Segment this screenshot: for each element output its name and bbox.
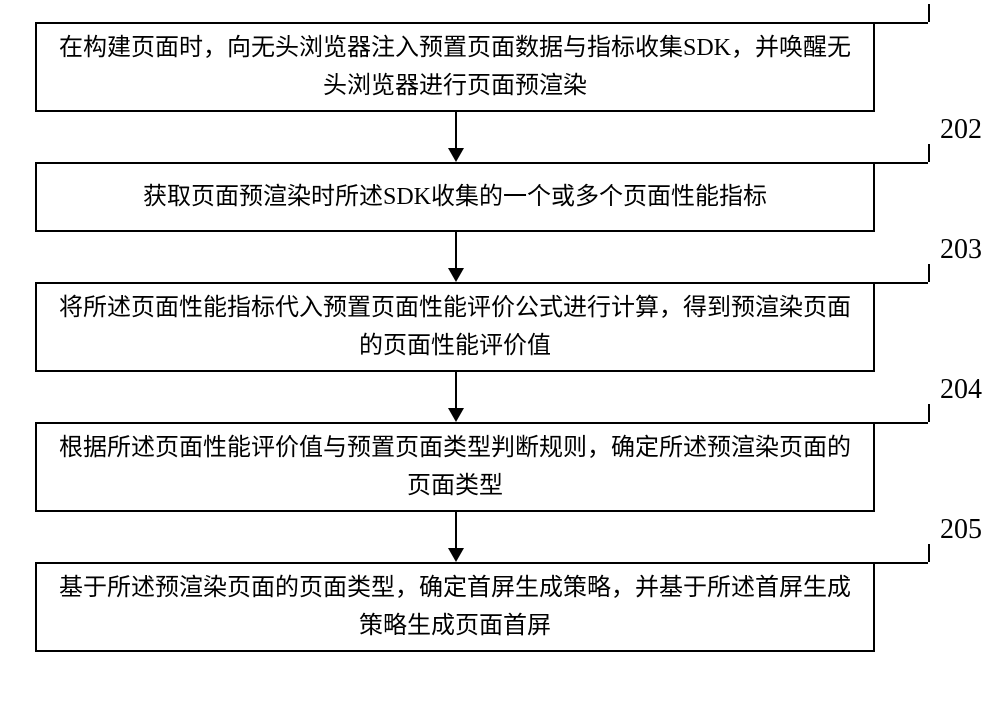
callout-v-201 [928,4,930,22]
step-text-201: 在构建页面时，向无头浏览器注入预置页面数据与指标收集SDK，并唤醒无头浏览器进行… [57,29,853,106]
arrow-head-202-203 [448,268,464,282]
callout-h-204 [875,422,928,424]
callout-v-202 [928,144,930,162]
arrow-line-204-205 [455,512,457,548]
step-text-205: 基于所述预渲染页面的页面类型，确定首屏生成策略，并基于所述首屏生成策略生成页面首… [57,569,853,646]
flowchart-canvas: 在构建页面时，向无头浏览器注入预置页面数据与指标收集SDK，并唤醒无头浏览器进行… [0,0,1000,721]
arrow-head-204-205 [448,548,464,562]
step-text-204: 根据所述页面性能评价值与预置页面类型判断规则，确定所述预渲染页面的页面类型 [57,429,853,506]
step-label-204: 204 [940,374,982,406]
callout-h-202 [875,162,928,164]
step-box-205: 基于所述预渲染页面的页面类型，确定首屏生成策略，并基于所述首屏生成策略生成页面首… [35,562,875,652]
step-text-202: 获取页面预渲染时所述SDK收集的一个或多个页面性能指标 [143,178,767,216]
arrow-head-201-202 [448,148,464,162]
callout-h-205 [875,562,928,564]
callout-v-203 [928,264,930,282]
arrow-line-203-204 [455,372,457,408]
step-box-202: 获取页面预渲染时所述SDK收集的一个或多个页面性能指标 [35,162,875,232]
callout-v-205 [928,544,930,562]
callout-v-204 [928,404,930,422]
step-label-202: 202 [940,114,982,146]
step-label-201: 201 [940,0,982,6]
arrow-line-201-202 [455,112,457,148]
arrow-head-203-204 [448,408,464,422]
callout-h-201 [875,22,928,24]
step-box-204: 根据所述页面性能评价值与预置页面类型判断规则，确定所述预渲染页面的页面类型 [35,422,875,512]
step-label-205: 205 [940,514,982,546]
step-text-203: 将所述页面性能指标代入预置页面性能评价公式进行计算，得到预渲染页面的页面性能评价… [57,289,853,366]
step-box-203: 将所述页面性能指标代入预置页面性能评价公式进行计算，得到预渲染页面的页面性能评价… [35,282,875,372]
step-box-201: 在构建页面时，向无头浏览器注入预置页面数据与指标收集SDK，并唤醒无头浏览器进行… [35,22,875,112]
arrow-line-202-203 [455,232,457,268]
callout-h-203 [875,282,928,284]
step-label-203: 203 [940,234,982,266]
